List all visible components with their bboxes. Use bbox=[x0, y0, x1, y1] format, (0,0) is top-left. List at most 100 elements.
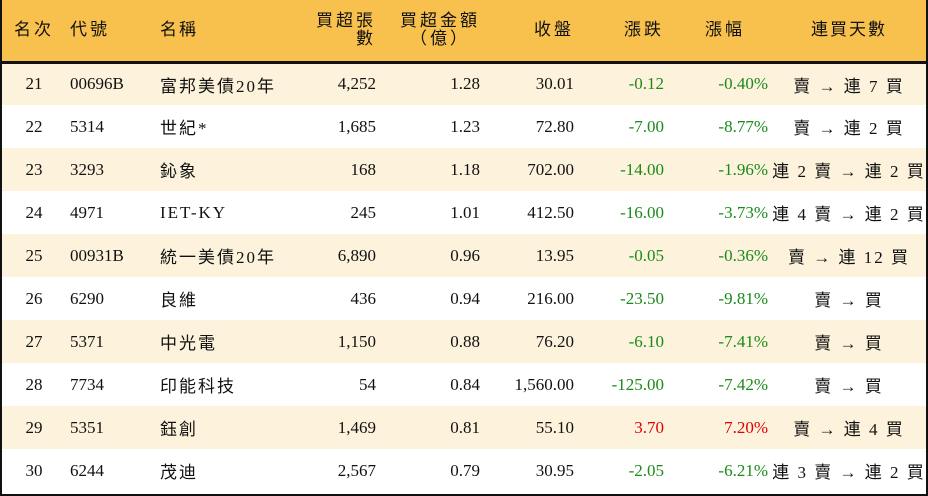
table-header: 名次 代號 名稱 買超張數 買超金額 （億） 收盤 漲跌 漲幅 連買天數 bbox=[2, 0, 926, 64]
cell-code: 7734 bbox=[70, 374, 104, 394]
cell-rank: 24 bbox=[25, 202, 43, 222]
cell-name: 統一美債20年 bbox=[160, 248, 276, 267]
header-net-buy-amount-line2: （億） bbox=[410, 29, 470, 49]
header-net-buy-amount: 買超金額 （億） bbox=[382, 0, 498, 64]
cell-net-buy-volume: 54 bbox=[359, 374, 376, 394]
cell-change: -0.05 bbox=[628, 245, 664, 265]
cell-close: 30.01 bbox=[535, 74, 574, 94]
cell-net-buy-volume: 1,685 bbox=[337, 116, 376, 136]
cell-close: 1,560.00 bbox=[514, 374, 575, 394]
cell-close: 72.80 bbox=[535, 116, 574, 136]
cell-buy-streak: 連 2 賣 → 連 2 買 bbox=[772, 162, 926, 181]
cell-net-buy-amount: 1.23 bbox=[450, 116, 480, 136]
cell-close: 412.50 bbox=[527, 202, 574, 222]
header-row: 名次 代號 名稱 買超張數 買超金額 （億） 收盤 漲跌 漲幅 連買天數 bbox=[2, 0, 926, 64]
cell-name: 世紀* bbox=[160, 119, 209, 138]
cell-close: 702.00 bbox=[527, 159, 574, 179]
cell-close: 216.00 bbox=[527, 288, 574, 308]
table-row: 28 7734 印能科技 54 0.84 1,560.00 -125.00 -7… bbox=[2, 363, 926, 406]
cell-net-buy-volume: 2,567 bbox=[337, 460, 376, 480]
cell-name: 印能科技 bbox=[160, 377, 236, 396]
cell-rank: 21 bbox=[25, 74, 43, 94]
cell-buy-streak: 賣 → 連 12 買 bbox=[788, 248, 910, 267]
cell-change: 3.70 bbox=[634, 417, 664, 437]
cell-buy-streak: 賣 → 連 2 買 bbox=[793, 119, 905, 138]
table-row: 26 6290 良維 436 0.94 216.00 -23.50 -9.81%… bbox=[2, 277, 926, 320]
cell-change: -0.12 bbox=[628, 74, 664, 94]
header-change-pct: 漲幅 bbox=[682, 0, 772, 64]
cell-change: -7.00 bbox=[628, 116, 664, 136]
cell-code: 00696B bbox=[70, 74, 124, 94]
cell-change-pct: -6.21% bbox=[718, 460, 768, 480]
cell-buy-streak: 連 3 賣 → 連 2 買 bbox=[772, 463, 926, 482]
header-rank: 名次 bbox=[2, 0, 66, 64]
cell-name: 良維 bbox=[160, 291, 198, 310]
table-body: 21 00696B 富邦美債20年 4,252 1.28 30.01 -0.12… bbox=[2, 62, 926, 492]
cell-rank: 30 bbox=[25, 460, 43, 480]
cell-code: 3293 bbox=[70, 159, 104, 179]
table-row: 25 00931B 統一美債20年 6,890 0.96 13.95 -0.05… bbox=[2, 234, 926, 277]
cell-name: 富邦美債20年 bbox=[160, 76, 276, 96]
cell-change: -125.00 bbox=[611, 374, 664, 394]
cell-net-buy-volume: 436 bbox=[350, 288, 377, 308]
cell-name: IET-KY bbox=[160, 202, 228, 222]
cell-code: 5371 bbox=[70, 331, 104, 351]
header-net-buy-volume: 買超張數 bbox=[298, 0, 382, 64]
cell-rank: 26 bbox=[25, 288, 43, 308]
cell-change: -2.05 bbox=[628, 460, 664, 480]
table-row: 23 3293 鈊象 168 1.18 702.00 -14.00 -1.96%… bbox=[2, 148, 926, 191]
header-change: 漲跌 bbox=[588, 0, 682, 64]
cell-buy-streak: 賣 → 買 bbox=[814, 334, 884, 353]
cell-buy-streak: 連 4 賣 → 連 2 買 bbox=[772, 205, 926, 224]
cell-net-buy-amount: 0.96 bbox=[450, 245, 480, 265]
cell-net-buy-amount: 1.18 bbox=[450, 159, 480, 179]
cell-code: 5314 bbox=[70, 116, 104, 136]
header-name: 名稱 bbox=[148, 0, 298, 64]
cell-name: 茂迪 bbox=[160, 463, 198, 482]
table-row: 27 5371 中光電 1,150 0.88 76.20 -6.10 -7.41… bbox=[2, 320, 926, 363]
cell-net-buy-amount: 0.88 bbox=[450, 331, 480, 351]
cell-net-buy-amount: 1.01 bbox=[450, 202, 480, 222]
cell-change: -6.10 bbox=[628, 331, 664, 351]
cell-net-buy-amount: 1.28 bbox=[450, 74, 480, 94]
cell-change-pct: -3.73% bbox=[718, 202, 768, 222]
cell-change: -14.00 bbox=[620, 159, 664, 179]
cell-net-buy-volume: 4,252 bbox=[337, 74, 376, 94]
cell-name: 鈊象 bbox=[160, 162, 198, 181]
cell-change-pct: -7.41% bbox=[718, 331, 768, 351]
cell-rank: 29 bbox=[25, 417, 43, 437]
cell-net-buy-amount: 0.94 bbox=[450, 288, 480, 308]
cell-net-buy-amount: 0.84 bbox=[450, 374, 480, 394]
header-close: 收盤 bbox=[498, 0, 588, 64]
cell-buy-streak: 賣 → 買 bbox=[814, 291, 884, 310]
table-row: 29 5351 鈺創 1,469 0.81 55.10 3.70 7.20% 賣… bbox=[2, 406, 926, 449]
cell-rank: 22 bbox=[25, 116, 43, 136]
cell-change-pct: -0.40% bbox=[718, 74, 768, 94]
cell-net-buy-amount: 0.81 bbox=[450, 417, 480, 437]
cell-name: 鈺創 bbox=[160, 420, 198, 439]
cell-net-buy-amount: 0.79 bbox=[450, 460, 480, 480]
cell-change-pct: -7.42% bbox=[718, 374, 768, 394]
cell-rank: 27 bbox=[25, 331, 43, 351]
cell-code: 6290 bbox=[70, 288, 104, 308]
cell-rank: 23 bbox=[25, 159, 43, 179]
cell-change-pct: -9.81% bbox=[718, 288, 768, 308]
cell-net-buy-volume: 6,890 bbox=[337, 245, 376, 265]
cell-close: 55.10 bbox=[535, 417, 574, 437]
cell-name: 中光電 bbox=[160, 334, 217, 353]
cell-net-buy-volume: 1,469 bbox=[337, 417, 376, 437]
cell-close: 30.95 bbox=[535, 460, 574, 480]
cell-change: -23.50 bbox=[620, 288, 664, 308]
cell-change-pct: -8.77% bbox=[718, 116, 768, 136]
table-row: 30 6244 茂迪 2,567 0.79 30.95 -2.05 -6.21%… bbox=[2, 449, 926, 492]
cell-code: 5351 bbox=[70, 417, 104, 437]
cell-rank: 28 bbox=[25, 374, 43, 394]
cell-buy-streak: 賣 → 連 4 買 bbox=[793, 420, 905, 439]
header-buy-streak: 連買天數 bbox=[772, 0, 926, 64]
cell-rank: 25 bbox=[25, 245, 43, 265]
cell-close: 76.20 bbox=[535, 331, 574, 351]
cell-change-pct: -0.36% bbox=[718, 245, 768, 265]
table-row: 22 5314 世紀* 1,685 1.23 72.80 -7.00 -8.77… bbox=[2, 105, 926, 148]
